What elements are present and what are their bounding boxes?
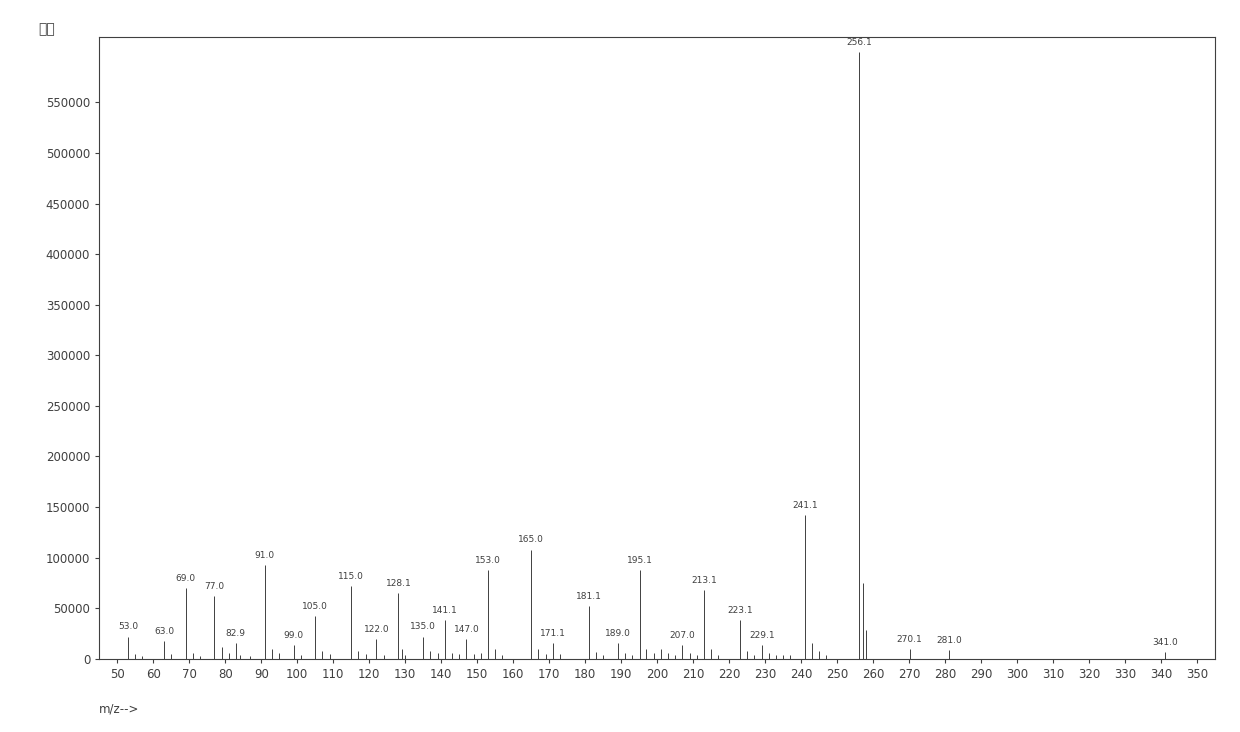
Text: 82.9: 82.9: [226, 629, 246, 638]
Text: m/z-->: m/z-->: [99, 703, 140, 715]
Text: 63.0: 63.0: [154, 627, 174, 635]
Text: 256.1: 256.1: [846, 38, 872, 47]
Text: 213.1: 213.1: [692, 576, 717, 585]
Text: 171.1: 171.1: [541, 629, 567, 638]
Text: 153.0: 153.0: [475, 556, 501, 564]
Text: 147.0: 147.0: [454, 624, 480, 633]
Text: 115.0: 115.0: [339, 572, 365, 581]
Text: 281.0: 281.0: [936, 635, 962, 645]
Text: 189.0: 189.0: [605, 629, 630, 638]
Text: 69.0: 69.0: [176, 574, 196, 583]
Text: 122.0: 122.0: [363, 624, 389, 633]
Text: 丰度: 丰度: [37, 23, 55, 37]
Text: 128.1: 128.1: [386, 579, 412, 588]
Text: 105.0: 105.0: [303, 602, 329, 611]
Text: 99.0: 99.0: [284, 630, 304, 640]
Text: 223.1: 223.1: [728, 606, 753, 616]
Text: 341.0: 341.0: [1152, 638, 1178, 646]
Text: 53.0: 53.0: [118, 622, 138, 632]
Text: 195.1: 195.1: [626, 556, 652, 564]
Text: 181.1: 181.1: [577, 592, 603, 601]
Text: 270.1: 270.1: [897, 635, 923, 643]
Text: 207.0: 207.0: [670, 630, 696, 640]
Text: 229.1: 229.1: [749, 630, 775, 640]
Text: 241.1: 241.1: [792, 501, 818, 510]
Text: 165.0: 165.0: [518, 536, 544, 545]
Text: 77.0: 77.0: [205, 582, 224, 591]
Text: 135.0: 135.0: [410, 622, 436, 632]
Text: 91.0: 91.0: [254, 550, 275, 560]
Text: 141.1: 141.1: [433, 606, 458, 616]
